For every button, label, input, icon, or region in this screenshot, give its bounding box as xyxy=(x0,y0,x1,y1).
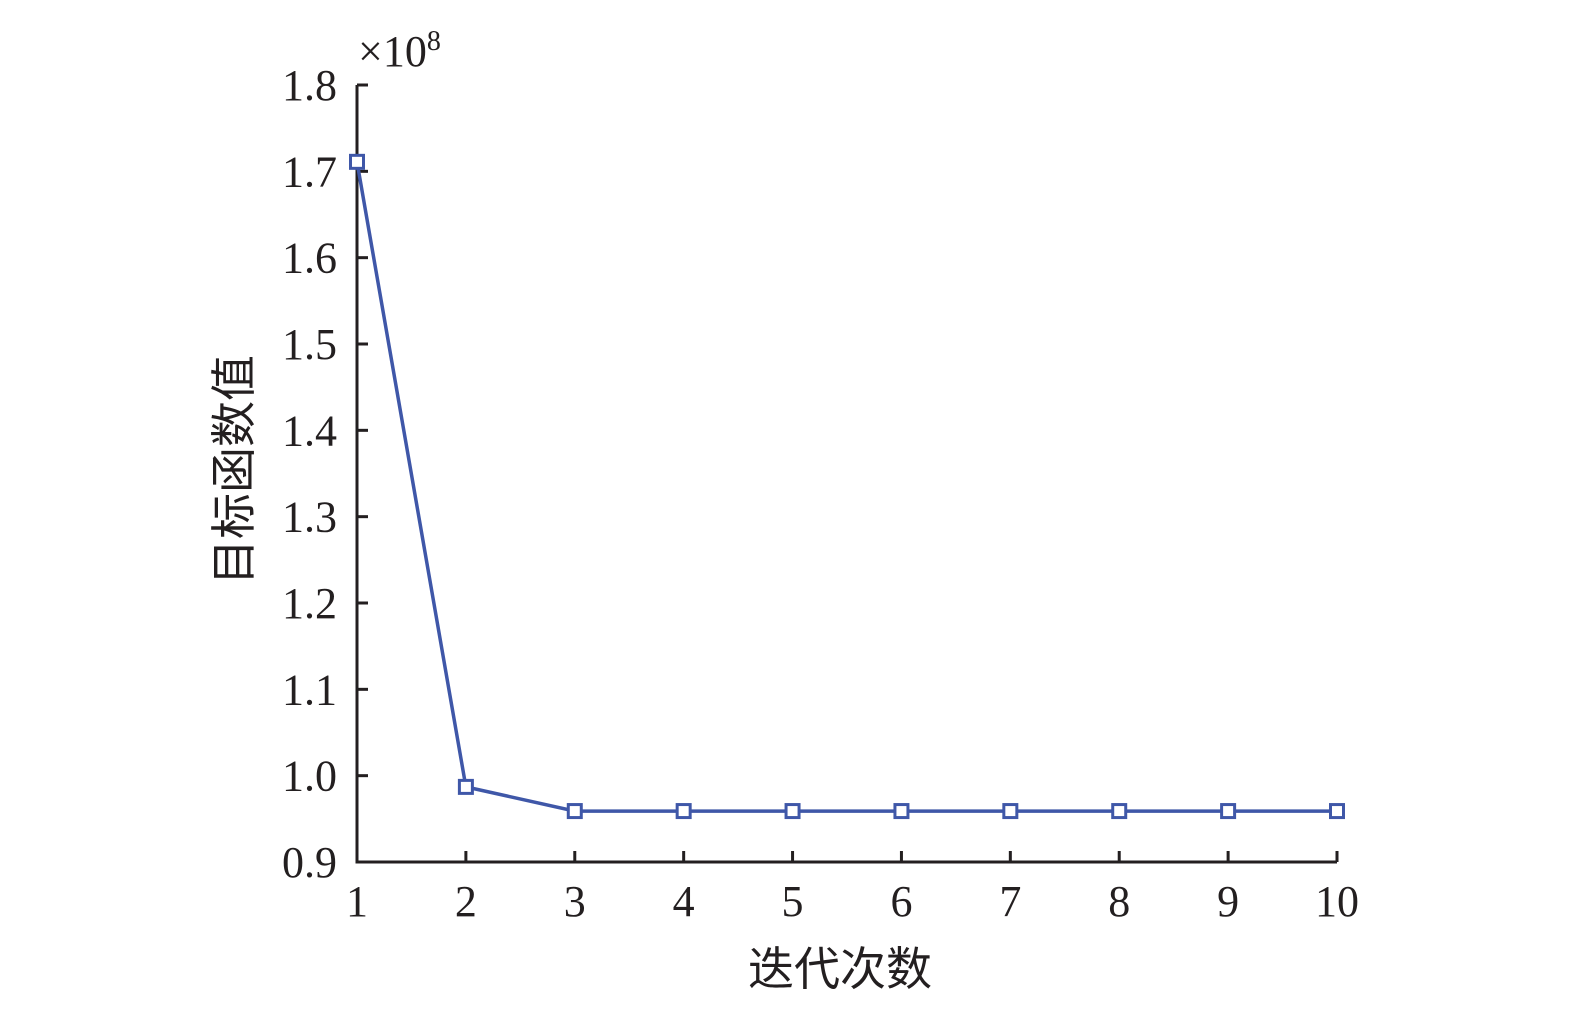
data-point-marker xyxy=(893,803,910,820)
data-point-marker xyxy=(349,153,365,170)
data-point-marker xyxy=(1220,803,1237,820)
data-point-marker xyxy=(1111,803,1128,820)
y-tick-label: 0.9 xyxy=(282,838,337,887)
x-tick-label: 1 xyxy=(346,877,368,926)
series-line xyxy=(355,161,1337,813)
data-point-marker xyxy=(675,803,692,820)
x-tick-label: 9 xyxy=(1217,877,1239,926)
x-tick-label: 10 xyxy=(1315,877,1359,926)
y-tick-label: 1.0 xyxy=(282,752,337,801)
data-point-marker xyxy=(566,803,583,820)
y-tick-label: 1.5 xyxy=(282,320,337,369)
y-tick-label: 1.4 xyxy=(282,406,337,455)
data-point-marker xyxy=(784,803,801,820)
data-point-marker xyxy=(1329,803,1345,820)
y-axis-label: 目标函数值 xyxy=(207,355,261,585)
x-axis-label: 迭代次数 xyxy=(748,942,932,996)
x-tick-label: 2 xyxy=(455,877,477,926)
x-tick-label: 6 xyxy=(890,877,912,926)
x-tick-label: 3 xyxy=(564,877,586,926)
y-tick-label: 1.8 xyxy=(282,61,337,110)
y-multiplier: ×108 xyxy=(358,26,441,76)
axes: 1 2 3 4 5 6 7 8 9 10 0.9 1.0 1.1 1.2 1.3 1.4 1.5 1.6 1.7 1.… xyxy=(282,61,1359,926)
x-tick-label: 7 xyxy=(999,877,1021,926)
series-marks xyxy=(349,153,1345,820)
data-point-marker xyxy=(1002,803,1019,820)
y-tick-label: 1.6 xyxy=(282,234,337,283)
data-point-marker xyxy=(457,778,474,795)
y-tick-label: 1.1 xyxy=(282,665,337,714)
x-tick-label: 4 xyxy=(673,877,695,926)
x-tick-label: 5 xyxy=(782,877,804,926)
y-tick-label: 1.3 xyxy=(282,493,337,542)
y-tick-label: 1.2 xyxy=(282,579,337,628)
x-tick-label: 8 xyxy=(1108,877,1130,926)
y-tick-label: 1.7 xyxy=(282,147,337,196)
